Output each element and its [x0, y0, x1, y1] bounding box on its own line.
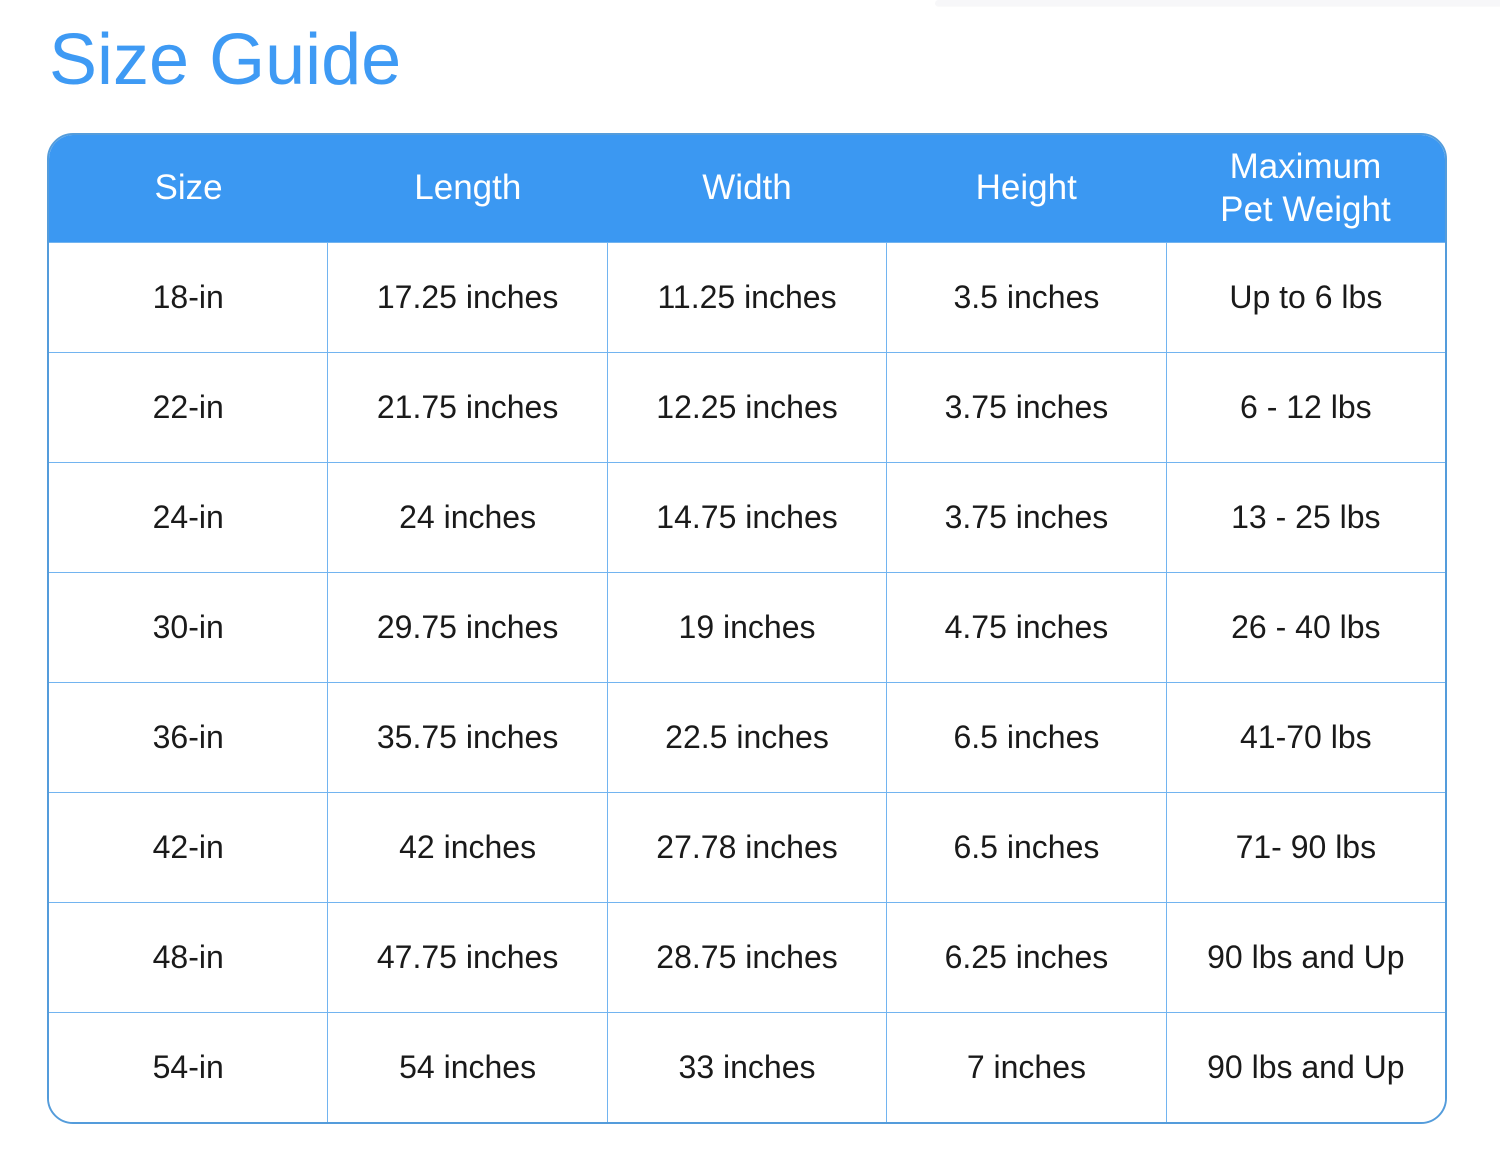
cell-length: 35.75 inches [327, 683, 606, 792]
cell-height: 4.75 inches [886, 573, 1165, 682]
cell-length: 47.75 inches [327, 903, 606, 1012]
cell-height: 3.75 inches [886, 353, 1165, 462]
table-row: 42-in 42 inches 27.78 inches 6.5 inches 71- … [49, 792, 1445, 902]
table-row: 54-in 54 inches 33 inches 7 inches 90 lbs an… [49, 1012, 1445, 1122]
column-header-height: Height [887, 135, 1166, 242]
cell-length: 21.75 inches [327, 353, 606, 462]
column-header-label: Length [414, 168, 522, 208]
page-title: Size Guide [49, 20, 402, 100]
table-row: 18-in 17.25 inches 11.25 inches 3.5 inches U… [49, 242, 1445, 352]
cell-size: 22-in [152, 389, 224, 425]
cell-size: 48-in [152, 939, 224, 975]
cell-max-pet-weight: 90 lbs and Up [1165, 903, 1445, 1012]
column-header-max-pet-weight: Maximum Pet Weight [1166, 135, 1445, 242]
size-guide-table: Size Length Width Height Maximum Pet Wei… [47, 133, 1447, 1124]
cell-height: 6.5 inches [886, 683, 1165, 792]
cell-width: 27.78 inches [606, 793, 886, 902]
cell-width: 28.75 inches [606, 903, 886, 1012]
table-row: 22-in 21.75 inches 12.25 inches 3.75 inches… [49, 352, 1445, 462]
cell-max-pet-weight: 41-70 lbs [1165, 683, 1445, 792]
cell-length: 29.75 inches [327, 573, 606, 682]
cell-size: 54-in [152, 1049, 224, 1085]
cell-height: 3.75 inches [886, 463, 1165, 572]
cell-max-pet-weight: 71- 90 lbs [1165, 793, 1445, 902]
column-header-length: Length [328, 135, 607, 242]
table-row: 36-in 35.75 inches 22.5 inches 6.5 inches 41… [49, 682, 1445, 792]
cell-width: 33 inches [606, 1013, 886, 1122]
cell-length: 42 inches [327, 793, 606, 902]
cell-max-pet-weight: 26 - 40 lbs [1165, 573, 1445, 682]
table-row: 30-in 29.75 inches 19 inches 4.75 inches 26 … [49, 572, 1445, 682]
table-row: 24-in 24 inches 14.75 inches 3.75 inches 13 … [49, 462, 1445, 572]
cell-height: 7 inches [886, 1013, 1165, 1122]
column-header-label: Width [702, 168, 792, 208]
cell-size: 42-in [152, 829, 224, 865]
cell-size: 36-in [152, 719, 224, 755]
column-header-label: Maximum Pet Weight [1220, 146, 1391, 229]
cell-height: 6.25 inches [886, 903, 1165, 1012]
cell-height: 3.5 inches [886, 243, 1165, 352]
table-header-row: Size Length Width Height Maximum Pet Wei… [49, 135, 1445, 242]
cell-size: 30-in [152, 609, 224, 645]
cell-width: 19 inches [606, 573, 886, 682]
column-header-label: Size [154, 168, 223, 208]
cell-max-pet-weight: 13 - 25 lbs [1165, 463, 1445, 572]
cell-width: 22.5 inches [606, 683, 886, 792]
column-header-label: Height [975, 168, 1077, 208]
cell-height: 6.5 inches [886, 793, 1165, 902]
cell-width: 11.25 inches [606, 243, 886, 352]
table-row: 48-in 47.75 inches 28.75 inches 6.25 inches… [49, 902, 1445, 1012]
cell-width: 12.25 inches [606, 353, 886, 462]
cell-length: 54 inches [327, 1013, 606, 1122]
cell-max-pet-weight: 90 lbs and Up [1165, 1013, 1445, 1122]
cell-size: 18-in [152, 279, 224, 315]
cell-max-pet-weight: Up to 6 lbs [1165, 243, 1445, 352]
cell-width: 14.75 inches [606, 463, 886, 572]
cell-size: 24-in [152, 499, 224, 535]
cell-length: 17.25 inches [327, 243, 606, 352]
cell-length: 24 inches [327, 463, 606, 572]
column-header-width: Width [607, 135, 886, 242]
top-edge-artifact [935, 0, 1500, 7]
column-header-size: Size [49, 135, 328, 242]
cell-max-pet-weight: 6 - 12 lbs [1165, 353, 1445, 462]
size-table-body: 18-in 17.25 inches 11.25 inches 3.5 inches U… [49, 242, 1445, 1122]
